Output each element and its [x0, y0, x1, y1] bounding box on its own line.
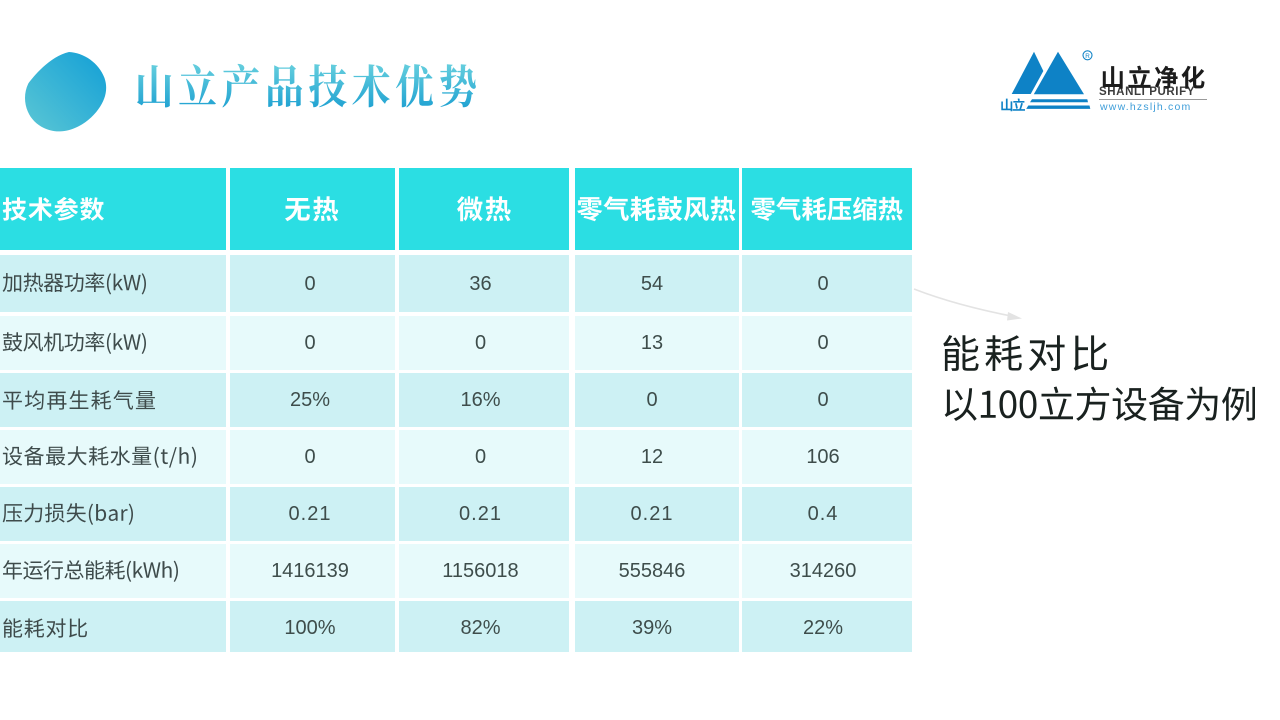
svg-text:R: R	[1085, 53, 1090, 60]
